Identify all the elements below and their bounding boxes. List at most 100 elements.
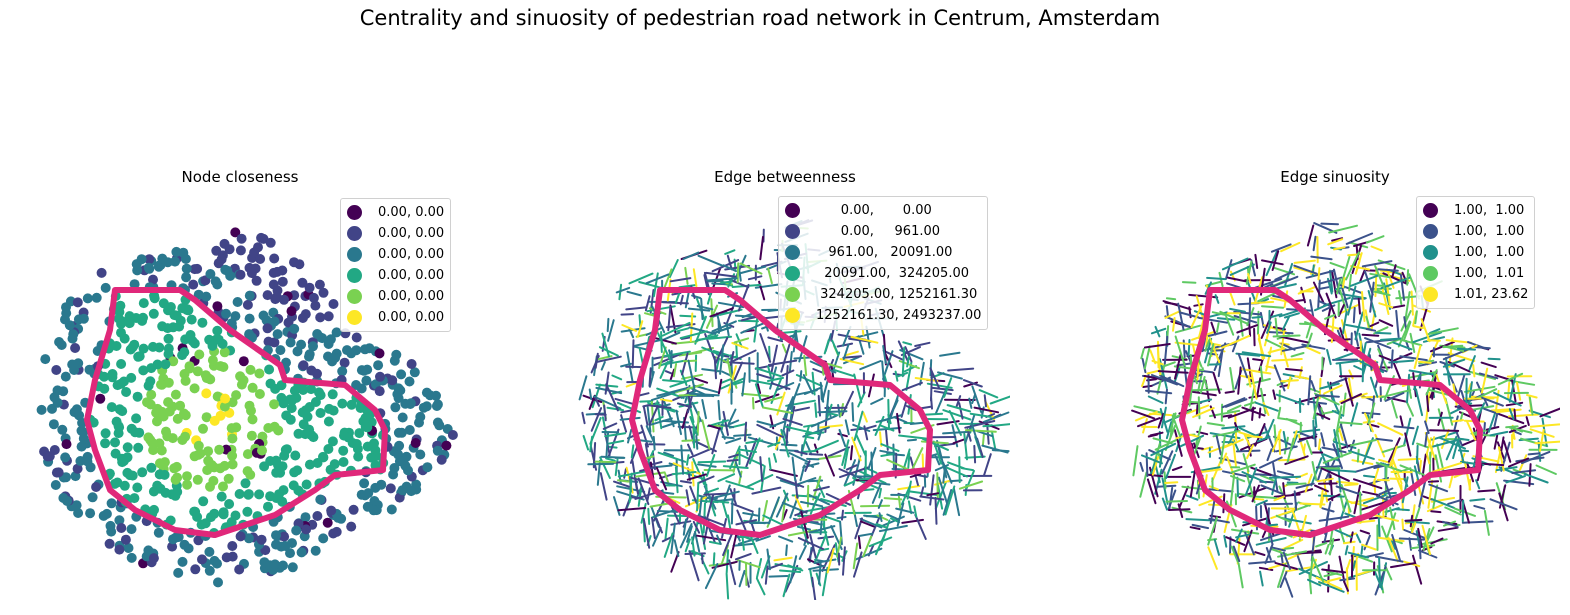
network-edge [1497, 412, 1525, 425]
node-point [393, 383, 404, 394]
legend-entry: 0.00, 0.00 [785, 200, 981, 221]
legend-entry: 1.00, 1.00 [1423, 221, 1528, 242]
network-edge [1361, 543, 1377, 551]
node-point [131, 413, 142, 424]
node-point [85, 508, 96, 519]
node-point [144, 254, 155, 265]
network-edge [740, 316, 757, 322]
network-edge [843, 480, 856, 487]
network-edge [1381, 286, 1390, 315]
network-edge [1145, 389, 1173, 395]
network-edge [902, 341, 913, 346]
network-edge [695, 435, 699, 450]
node-point [431, 390, 441, 401]
node-point [106, 498, 117, 509]
node-point [188, 279, 199, 290]
network-edge [1413, 344, 1422, 370]
node-point [243, 489, 254, 500]
node-point [212, 325, 223, 336]
network-edge [1377, 422, 1404, 436]
network-edge [1403, 529, 1428, 540]
network-edge [791, 456, 797, 482]
network-edge [710, 298, 714, 328]
node-point [409, 367, 420, 378]
network-edge [1140, 348, 1145, 360]
network-edge [882, 349, 904, 361]
network-edge [1319, 489, 1324, 508]
network-edge [1279, 384, 1290, 388]
network-edge [1500, 436, 1505, 452]
network-edge [930, 372, 933, 402]
network-edge [1463, 461, 1472, 491]
network-edge [942, 467, 946, 484]
network-edge [697, 463, 717, 468]
node-point [338, 457, 349, 467]
network-edge [1342, 540, 1356, 545]
network-edge [780, 443, 798, 447]
network-edge [615, 286, 631, 294]
node-point [296, 339, 307, 350]
legend-marker [347, 289, 362, 304]
network-edge [687, 359, 696, 390]
network-edge [697, 336, 718, 341]
network-edge [1341, 276, 1346, 291]
network-edge [814, 439, 839, 452]
network-edge [1310, 255, 1333, 261]
network-edge [1351, 459, 1374, 465]
node-point [192, 366, 203, 377]
network-edge [696, 410, 700, 436]
network-edge [735, 342, 739, 361]
network-edge [767, 376, 784, 382]
network-edge [877, 499, 883, 509]
node-point [116, 523, 127, 533]
network-edge [669, 368, 676, 381]
network-edge [862, 488, 875, 492]
node-point [393, 427, 404, 438]
network-edge [697, 494, 719, 502]
network-edge [1342, 392, 1347, 417]
network-edge [808, 564, 826, 571]
network-edge [989, 395, 1010, 405]
network-edge [1333, 429, 1341, 458]
node-point [60, 452, 71, 463]
node-point [351, 332, 362, 343]
node-point [422, 462, 433, 473]
network-edge [785, 544, 788, 557]
legend-label: 0.00, 0.00 [378, 205, 445, 220]
network-edge [1322, 453, 1340, 462]
network-edge [1411, 425, 1419, 446]
network-edge [1425, 392, 1430, 412]
network-edge [620, 414, 628, 433]
network-edge [680, 336, 692, 340]
network-edge [1215, 435, 1222, 456]
network-edge [736, 265, 767, 275]
node-point [114, 544, 125, 555]
network-edge [1505, 425, 1519, 429]
network-edge [934, 464, 949, 472]
node-point [232, 297, 243, 307]
node-point [339, 430, 349, 441]
network-edge [719, 344, 725, 375]
node-point [323, 311, 334, 322]
node-point [142, 397, 152, 408]
node-point [447, 430, 458, 440]
network-edge [773, 556, 793, 562]
node-point [230, 311, 241, 322]
network-edge [1142, 418, 1148, 434]
network-edge [613, 496, 621, 516]
edge-sinuosity-legend: 1.00, 1.00 1.00, 1.00 1.00, 1.00 1.00, 1.01… [1416, 196, 1536, 309]
legend-entry: 0.00, 0.00 [347, 286, 444, 307]
node-point [318, 533, 329, 544]
network-edge [1226, 404, 1242, 413]
network-edge [696, 305, 714, 311]
network-edge [833, 368, 855, 377]
network-edge [1473, 504, 1486, 510]
network-edge [1318, 581, 1345, 593]
network-edge [671, 471, 697, 476]
network-edge [602, 422, 618, 430]
network-edge [1403, 477, 1409, 488]
network-edge [682, 251, 700, 260]
network-edge [775, 476, 805, 488]
network-edge [654, 415, 664, 422]
network-edge [1169, 412, 1177, 433]
